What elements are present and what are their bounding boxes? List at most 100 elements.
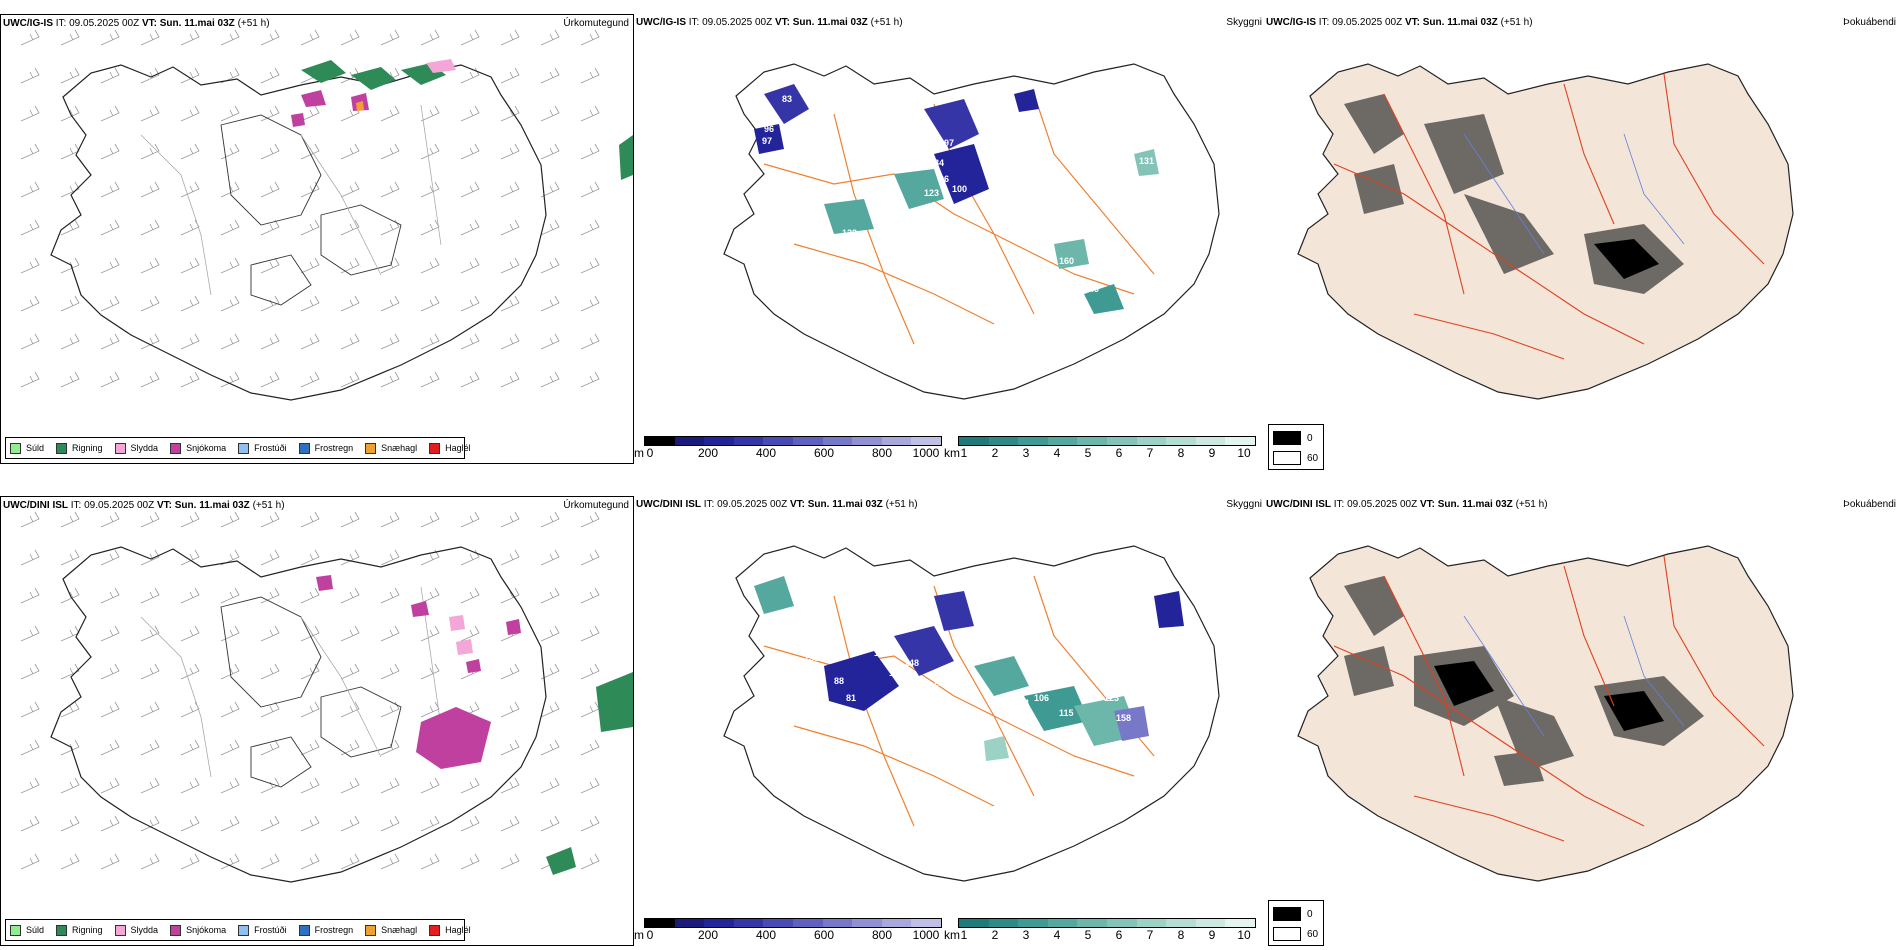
legend-swatch	[365, 442, 377, 454]
wind-barb	[180, 181, 200, 198]
bar-seg	[1018, 437, 1048, 445]
wind-barb	[340, 663, 360, 680]
legend-item: Slydda	[114, 924, 158, 936]
wind-barb	[460, 29, 480, 46]
wind-barb	[20, 67, 40, 84]
wind-barb	[380, 815, 400, 832]
wind-barb	[140, 105, 160, 122]
wind-barb	[300, 853, 320, 870]
wind-barb	[260, 587, 280, 604]
vis-label: 135	[804, 653, 819, 663]
wind-barb	[460, 219, 480, 236]
vis-label: 233	[1039, 583, 1054, 593]
legend-item: Rigning	[56, 442, 103, 454]
wind-barb	[260, 739, 280, 756]
wind-barb	[220, 257, 240, 274]
bar-tick: 10	[1237, 446, 1251, 460]
fog-legend: 0 60	[1268, 424, 1324, 470]
wind-barb	[540, 257, 560, 274]
wind-barb	[540, 739, 560, 756]
panel-header: UWC/IG-IS IT: 09.05.2025 00Z VT: Sun. 11…	[3, 18, 270, 29]
iceland-outline	[50, 64, 547, 401]
wind-barb	[500, 511, 520, 528]
bar-seg	[763, 437, 793, 445]
wind-barb	[580, 29, 600, 46]
vis-blobs	[754, 84, 1159, 314]
wind-barb	[20, 777, 40, 794]
vis-label: 115	[1059, 708, 1074, 718]
wind-barb	[340, 257, 360, 274]
wind-barb	[580, 181, 600, 198]
wind-barb	[20, 815, 40, 832]
bar-tick: 600	[813, 928, 835, 942]
wind-barb	[380, 333, 400, 350]
wind-barb	[60, 663, 80, 680]
iceland-outline	[723, 63, 1220, 400]
wind-barb	[180, 67, 200, 84]
wind-barb	[300, 295, 320, 312]
wind-barb	[260, 143, 280, 160]
precip-type-panel-top: UWC/IG-IS IT: 09.05.2025 00Z VT: Sun. 11…	[0, 14, 634, 464]
wind-barb	[220, 105, 240, 122]
wind-barb	[580, 625, 600, 642]
bar-seg	[988, 919, 1019, 927]
visibility-panel-top: UWC/IG-IS IT: 09.05.2025 00Z VT: Sun. 11…	[634, 14, 1264, 464]
wind-barb	[220, 29, 240, 46]
wind-barb	[20, 625, 40, 642]
wind-barb	[460, 511, 480, 528]
bar-tick: 3	[1022, 446, 1030, 460]
wind-barb	[180, 777, 200, 794]
wind-barb	[20, 257, 40, 274]
wind-barb	[340, 511, 360, 528]
vis-label: 148	[904, 658, 919, 668]
wind-barb	[500, 67, 520, 84]
wind-barb	[180, 143, 200, 160]
legend-item: Súld	[10, 442, 44, 454]
wind-barb	[540, 295, 560, 312]
wind-barbs	[20, 511, 600, 870]
wind-barb	[340, 777, 360, 794]
wind-barb	[20, 511, 40, 528]
wind-barb	[260, 257, 280, 274]
wind-barb	[180, 815, 200, 832]
wind-barb	[300, 105, 320, 122]
precip-blobs	[316, 575, 633, 875]
precip-type-panel-bottom: UWC/DINI ISL IT: 09.05.2025 00Z VT: Sun.…	[0, 496, 634, 946]
vis-label: 109	[874, 648, 889, 658]
wind-barb	[220, 511, 240, 528]
vis-label: 123	[1104, 693, 1119, 703]
visibility-map: 135 88 81 109 148 153 106 102 77 106 115…	[723, 545, 1220, 882]
wind-barb	[260, 295, 280, 312]
wind-barb	[20, 663, 40, 680]
wind-barb	[100, 701, 120, 718]
wind-barb	[60, 371, 80, 388]
wind-barb	[20, 219, 40, 236]
bar-tick: 4	[1053, 446, 1061, 460]
wind-barb	[260, 219, 280, 236]
legend-swatch	[10, 924, 21, 936]
bar-tick: 400	[755, 446, 777, 460]
wind-barb	[460, 295, 480, 312]
wind-barb	[580, 105, 600, 122]
vis-label: 84	[934, 158, 944, 168]
wind-barb	[60, 739, 80, 756]
wind-barb	[460, 105, 480, 122]
wind-barb	[580, 371, 600, 388]
wind-barb	[260, 181, 280, 198]
wind-barb	[300, 739, 320, 756]
wind-barb	[580, 67, 600, 84]
panel-title: Skyggni	[1226, 17, 1262, 28]
wind-barb	[460, 853, 480, 870]
wind-barb	[460, 371, 480, 388]
wind-barb	[500, 181, 520, 198]
wind-barb	[140, 815, 160, 832]
legend-item: Slydda	[114, 442, 158, 454]
wind-barb	[60, 29, 80, 46]
wind-barb	[420, 257, 440, 274]
wind-barb	[340, 143, 360, 160]
legend-item: Snæhagl	[365, 924, 417, 936]
wind-barb	[220, 219, 240, 236]
bar-seg	[1047, 437, 1078, 445]
wind-barb	[180, 587, 200, 604]
wind-barb	[60, 701, 80, 718]
